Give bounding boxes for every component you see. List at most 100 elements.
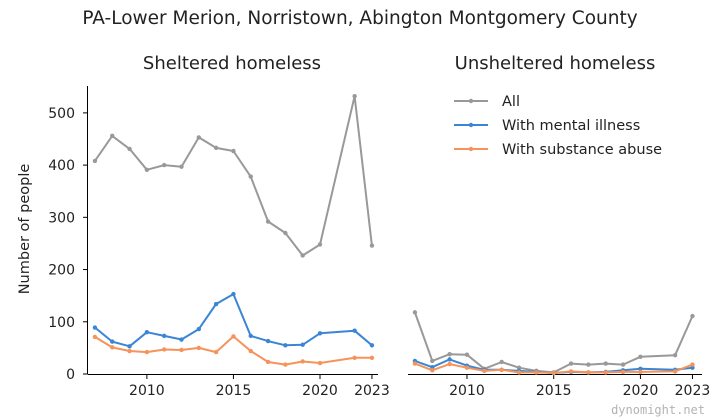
data-point-all (127, 146, 132, 152)
data-point-with-mental-illness (231, 291, 236, 297)
series-line-with-mental-illness (94, 293, 373, 348)
data-point-with-substance-abuse (638, 369, 643, 375)
panel-2: Unsheltered homeless 2010 2015 2020 2023 (408, 53, 710, 399)
data-point-with-substance-abuse (317, 360, 323, 366)
data-point-with-substance-abuse (516, 370, 522, 375)
data-point-all (231, 148, 236, 154)
data-point-all (317, 242, 323, 247)
data-point-all (586, 362, 591, 367)
x-tick-label: 2020 (302, 383, 338, 399)
data-point-all (179, 164, 184, 169)
data-point-with-mental-illness (352, 328, 357, 333)
data-point-all (352, 93, 357, 99)
data-point-all (144, 167, 150, 173)
legend-marker-with-mental-illness (468, 122, 474, 128)
y-tick-label: 200 (48, 263, 75, 279)
data-point-with-mental-illness (447, 357, 452, 362)
data-point-with-substance-abuse (603, 370, 608, 375)
data-point-with-substance-abuse (499, 367, 504, 373)
data-point-with-mental-illness (317, 331, 323, 336)
data-point-all (161, 162, 167, 168)
panel-title: Sheltered homeless (143, 53, 321, 74)
data-point-with-substance-abuse (161, 347, 167, 352)
series-line-all (413, 312, 694, 374)
legend-label-with-substance-abuse: With substance abuse (502, 142, 662, 158)
data-point-with-substance-abuse (412, 361, 418, 366)
data-point-with-mental-illness (179, 337, 184, 342)
data-point-all (412, 310, 418, 315)
data-point-with-substance-abuse (369, 355, 375, 361)
chart-suptitle: PA-Lower Merion, Norristown, Abington Mo… (82, 8, 637, 29)
y-axis-label: Number of people (17, 164, 33, 295)
data-point-with-mental-illness (144, 330, 150, 335)
data-point-with-substance-abuse (534, 370, 539, 375)
data-point-all (638, 354, 643, 359)
data-point-with-substance-abuse (110, 345, 115, 350)
data-point-all (499, 359, 504, 365)
data-point-with-substance-abuse (620, 369, 626, 375)
x-tick-label: 2023 (675, 383, 711, 399)
x-tick-label: 2010 (129, 383, 165, 399)
data-point-all (430, 358, 435, 364)
data-point-with-substance-abuse (464, 365, 470, 370)
data-point-with-mental-illness (196, 326, 202, 332)
data-point-with-mental-illness (248, 333, 253, 339)
y-tick-label: 100 (48, 315, 75, 331)
data-point-all (516, 365, 522, 370)
data-point-with-mental-illness (110, 339, 115, 344)
data-point-all (690, 313, 695, 319)
data-point-all (672, 353, 678, 358)
data-point-with-substance-abuse (144, 349, 150, 355)
legend-label-with-mental-illness: With mental illness (502, 118, 640, 134)
data-point-with-mental-illness (127, 344, 132, 349)
data-point-all (464, 352, 470, 357)
watermark: dynomight.net (611, 403, 705, 417)
data-point-with-substance-abuse (265, 359, 271, 365)
data-point-with-substance-abuse (300, 359, 305, 364)
x-tick-label: 2015 (216, 383, 252, 399)
x-tick-label: 2010 (449, 383, 485, 399)
series-line-with-substance-abuse (414, 362, 693, 374)
data-point-with-substance-abuse (231, 334, 236, 339)
series-line-all (94, 95, 373, 257)
data-point-with-substance-abuse (447, 361, 452, 367)
data-point-all (283, 230, 288, 236)
data-point-with-substance-abuse (482, 368, 487, 374)
y-tick-label: 0 (66, 367, 75, 383)
data-point-all (265, 219, 271, 224)
panel-title: Unsheltered homeless (455, 53, 656, 74)
data-point-with-substance-abuse (92, 334, 98, 340)
data-point-with-substance-abuse (568, 369, 574, 374)
legend: All With mental illness With substance abu… (454, 94, 662, 158)
data-point-with-mental-illness (283, 343, 288, 348)
data-point-all (300, 253, 305, 258)
data-point-all (110, 133, 115, 139)
data-point-with-substance-abuse (283, 362, 288, 367)
data-point-with-mental-illness (300, 342, 305, 347)
data-point-with-substance-abuse (352, 355, 357, 361)
y-tick-label: 400 (48, 158, 75, 174)
data-point-with-substance-abuse (690, 362, 695, 367)
x-tick-label: 2020 (623, 383, 659, 399)
legend-marker-with-substance-abuse (468, 146, 474, 152)
data-point-with-mental-illness (369, 343, 375, 348)
data-point-all (568, 361, 574, 366)
data-point-with-mental-illness (213, 301, 219, 307)
data-point-with-substance-abuse (179, 347, 184, 353)
data-point-with-substance-abuse (213, 349, 219, 355)
data-point-with-mental-illness (638, 366, 643, 371)
data-point-all (603, 361, 608, 366)
data-point-with-mental-illness (265, 338, 271, 344)
y-tick-label: 500 (48, 106, 75, 122)
y-tick-label: 300 (48, 210, 75, 226)
series-line-with-substance-abuse (94, 335, 372, 366)
data-point-with-substance-abuse (586, 370, 591, 375)
data-point-with-substance-abuse (551, 370, 556, 376)
x-tick-label: 2023 (354, 383, 390, 399)
data-point-all (369, 243, 375, 248)
data-point-with-mental-illness (161, 333, 167, 339)
data-point-all (248, 174, 253, 179)
data-point-with-mental-illness (430, 365, 435, 370)
data-point-all (196, 135, 202, 140)
